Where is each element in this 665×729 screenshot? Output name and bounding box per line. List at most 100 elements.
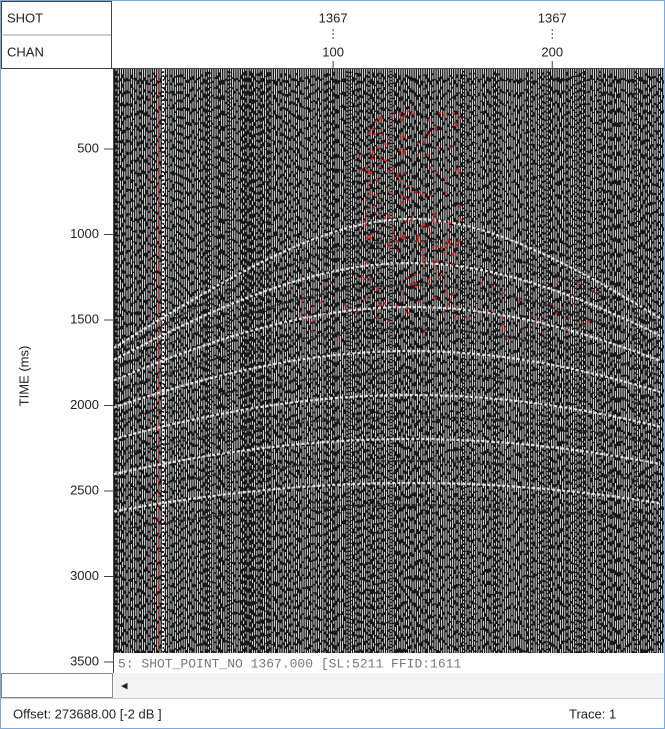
red-sample: [365, 212, 369, 216]
red-sample: [403, 149, 407, 153]
red-sample: [436, 259, 440, 262]
red-sample: [507, 337, 510, 341]
red-sample: [387, 244, 390, 248]
red-sample: [360, 153, 364, 157]
red-sample: [365, 260, 368, 264]
red-sample: [384, 158, 387, 162]
red-sample: [423, 330, 426, 334]
red-sample: [386, 137, 390, 141]
red-sample: [492, 310, 495, 313]
reflection-event: [113, 349, 661, 409]
reflection-event: [113, 327, 661, 395]
red-sample: [368, 131, 371, 134]
red-sample: [301, 282, 304, 285]
red-sample: [378, 303, 381, 307]
red-sample: [366, 236, 369, 240]
red-sample: [437, 277, 441, 281]
reflection-event: [113, 481, 661, 513]
red-sample: [404, 310, 408, 314]
red-sample: [338, 334, 341, 338]
red-sample: [346, 309, 349, 312]
red-sample: [398, 112, 402, 115]
red-sample: [500, 324, 503, 327]
red-sample: [565, 329, 569, 332]
red-sample: [416, 236, 420, 240]
red-sample: [458, 205, 461, 208]
time-tick-label: 3500: [70, 653, 99, 668]
red-sample: [380, 133, 384, 136]
red-sample: [530, 313, 534, 316]
red-sample: [391, 167, 395, 171]
red-sample: [320, 301, 323, 304]
shot-label: SHOT: [7, 10, 43, 25]
reflection-event: [113, 393, 661, 441]
red-sample: [375, 178, 379, 182]
red-sample: [561, 306, 564, 309]
red-sample: [371, 150, 375, 153]
red-sample: [427, 118, 431, 122]
red-sample: [433, 212, 436, 216]
scroll-left-arrow[interactable]: ◂: [121, 677, 128, 692]
red-sample: [448, 243, 452, 247]
reflection-event: [113, 217, 661, 349]
red-sample: [437, 146, 440, 150]
red-sample: [406, 306, 409, 310]
red-sample: [410, 112, 414, 115]
red-sample: [517, 300, 521, 303]
red-sample: [457, 239, 461, 243]
red-sample: [404, 196, 407, 199]
red-sample: [556, 280, 559, 283]
red-sample: [371, 154, 375, 157]
red-sample: [572, 294, 575, 297]
red-sample: [403, 171, 406, 175]
red-sample: [456, 167, 460, 171]
red-sample: [405, 276, 409, 279]
red-sample: [379, 116, 383, 119]
red-sample: [438, 111, 442, 115]
red-sample: [408, 312, 411, 315]
red-sample: [571, 302, 575, 305]
red-sample: [371, 233, 374, 236]
red-sample: [387, 214, 390, 217]
red-sample: [407, 184, 410, 188]
red-sample: [393, 236, 396, 240]
reflection-event: [113, 459, 661, 494]
red-sample: [450, 263, 454, 266]
red-sample: [429, 166, 433, 170]
time-tick-label: 2500: [70, 482, 99, 497]
red-sample: [375, 287, 379, 291]
red-sample: [402, 234, 406, 237]
reflection-event: [113, 261, 661, 361]
chan-tick-label: 100: [322, 44, 344, 59]
red-sample: [443, 251, 446, 254]
red-sample: [390, 115, 393, 118]
red-sample: [448, 225, 452, 229]
red-sample: [400, 118, 403, 122]
red-sample: [457, 171, 460, 174]
red-sample: [454, 243, 458, 246]
red-sample: [429, 193, 432, 197]
red-sample: [440, 246, 444, 249]
red-sample: [480, 281, 483, 285]
red-sample: [370, 157, 374, 161]
red-sample: [432, 219, 435, 222]
red-sample: [416, 239, 420, 242]
red-sample: [445, 240, 449, 243]
red-sample: [416, 141, 420, 145]
red-sample: [362, 297, 366, 301]
red-sample: [376, 146, 380, 150]
red-sample: [367, 170, 371, 173]
reflection-event: [113, 503, 661, 532]
red-sample: [304, 313, 307, 316]
reflection-event: [113, 415, 661, 458]
red-sample: [459, 217, 462, 221]
red-sample: [396, 249, 399, 253]
red-sample: [452, 252, 455, 255]
time-tick-label: 1000: [70, 226, 99, 241]
red-sample: [449, 146, 452, 149]
red-sample: [388, 190, 392, 194]
red-sample: [384, 142, 387, 146]
red-sample: [383, 301, 387, 305]
scrollbar[interactable]: [114, 673, 664, 698]
red-sample: [537, 318, 540, 321]
